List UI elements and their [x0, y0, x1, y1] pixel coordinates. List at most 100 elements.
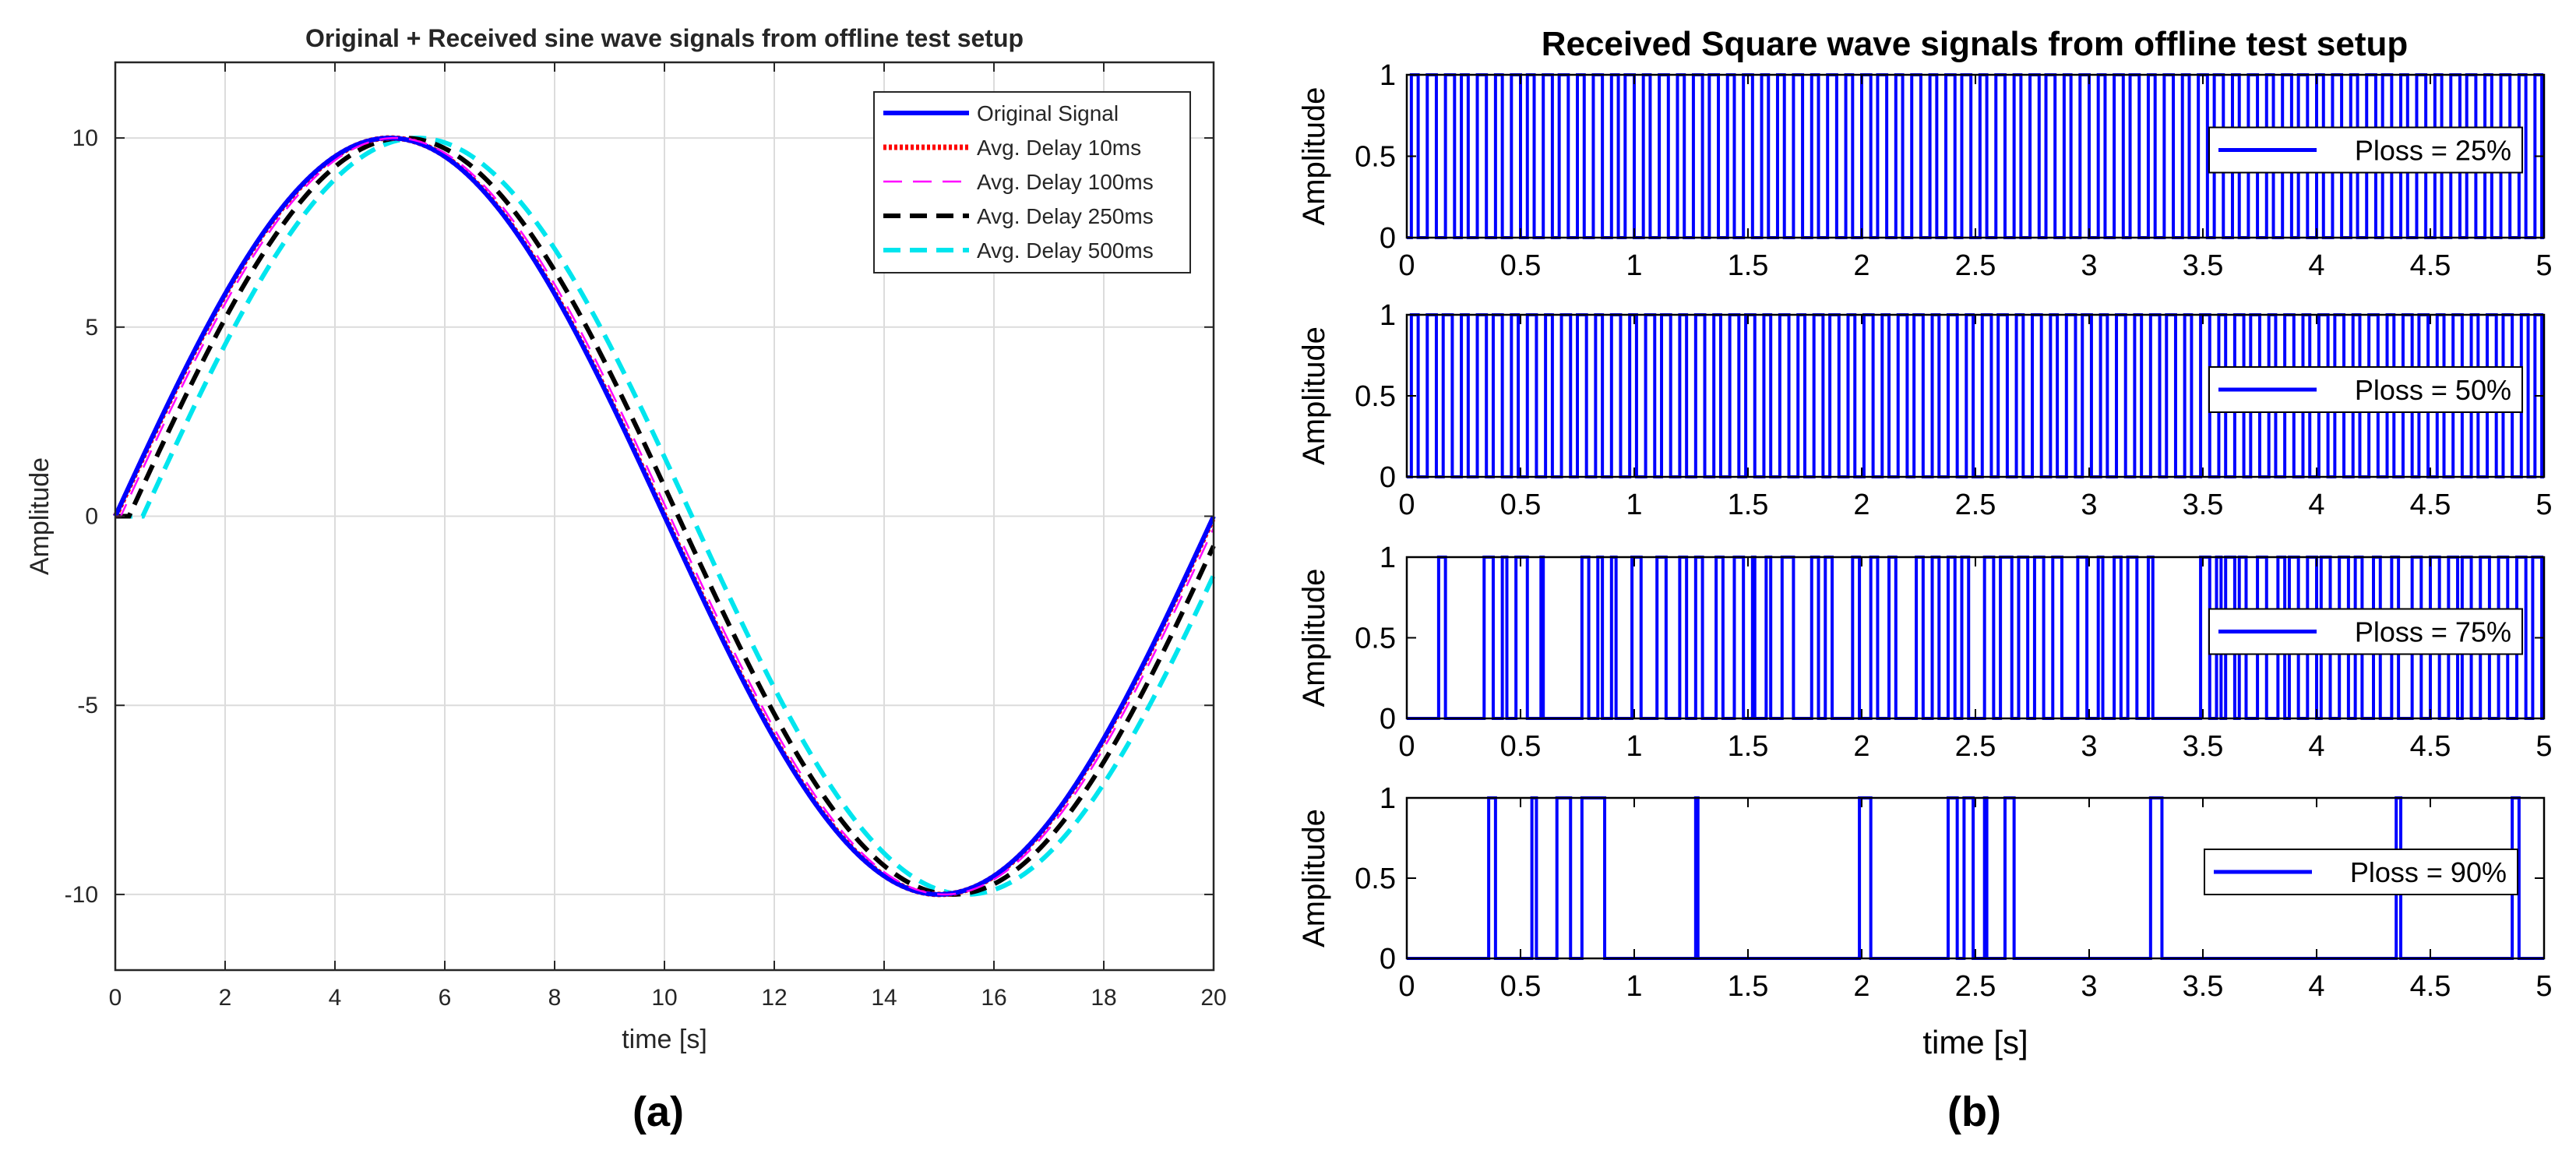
- x-tick-label-b: 1.5: [1728, 970, 1769, 1003]
- x-tick-label-a: 8: [548, 985, 562, 1011]
- x-tick-label-b: 1.5: [1728, 249, 1769, 282]
- x-tick-label-b: 5: [2535, 970, 2552, 1003]
- x-tick-label-b: 0.5: [1500, 970, 1542, 1003]
- x-tick-label-a: 6: [439, 985, 452, 1011]
- x-tick-label-b: 4: [2308, 249, 2324, 282]
- x-tick-label-b: 2.5: [1955, 489, 1996, 521]
- y-axis-label-b: Amplitude: [1297, 809, 1331, 948]
- chart-title-b: Received Square wave signals from offlin…: [1542, 25, 2409, 63]
- legend-entry-b: Ploss = 90%: [2350, 856, 2507, 888]
- x-tick-label-b: 5: [2535, 249, 2552, 282]
- x-tick-label-a: 4: [329, 985, 342, 1011]
- x-tick-label-b: 2.5: [1955, 730, 1996, 763]
- x-tick-label-b: 3.5: [2183, 249, 2224, 282]
- y-tick-label-b: 1: [1380, 542, 1396, 574]
- panel-label-b: (b): [1947, 1089, 2001, 1135]
- x-tick-label-a: 16: [981, 985, 1006, 1011]
- x-tick-label-a: 18: [1091, 985, 1116, 1011]
- x-tick-label-b: 2.5: [1955, 970, 1996, 1003]
- y-tick-label-a: 5: [85, 315, 98, 341]
- panel-label-a: (a): [633, 1089, 684, 1135]
- x-tick-label-b: 2.5: [1955, 249, 1996, 282]
- x-tick-label-b: 4: [2308, 489, 2324, 521]
- x-tick-label-b: 0: [1398, 249, 1415, 282]
- series-line-0: [113, 136, 1216, 897]
- y-tick-label-b: 1: [1380, 782, 1396, 815]
- legend-entry-b: Ploss = 50%: [2355, 374, 2511, 406]
- y-axis-label-b: Amplitude: [1297, 569, 1331, 708]
- y-tick-label-b: 0: [1380, 943, 1396, 976]
- x-tick-label-b: 3.5: [2183, 970, 2224, 1003]
- y-tick-label-b: 0: [1380, 222, 1396, 255]
- y-tick-label-b: 0: [1380, 703, 1396, 736]
- legend-entry-a: Original Signal: [977, 101, 1119, 125]
- x-tick-label-b: 0: [1398, 730, 1415, 763]
- y-tick-label-b: 0.5: [1355, 863, 1396, 895]
- y-tick-label-b: 0.5: [1355, 380, 1396, 413]
- x-tick-label-b: 1: [1626, 730, 1642, 763]
- x-tick-label-b: 3: [2081, 730, 2097, 763]
- y-tick-label-a: -5: [77, 693, 98, 718]
- x-tick-label-b: 0: [1398, 489, 1415, 521]
- x-tick-label-a: 14: [871, 985, 897, 1011]
- y-tick-label-b: 1: [1380, 299, 1396, 332]
- x-tick-label-b: 1: [1626, 249, 1642, 282]
- legend-entry-a: Avg. Delay 500ms: [977, 238, 1154, 263]
- legend-entry-b: Ploss = 75%: [2355, 616, 2511, 648]
- y-tick-label-b: 0.5: [1355, 141, 1396, 174]
- legend-entry-b: Ploss = 25%: [2355, 135, 2511, 167]
- x-axis-label-a: time [s]: [622, 1025, 707, 1054]
- y-tick-label-a: -10: [65, 882, 98, 908]
- x-tick-label-a: 20: [1200, 985, 1226, 1011]
- x-tick-label-b: 1.5: [1728, 730, 1769, 763]
- x-tick-label-b: 4.5: [2410, 249, 2451, 282]
- y-tick-label-b: 0: [1380, 461, 1396, 494]
- x-tick-label-a: 10: [651, 985, 677, 1011]
- x-tick-label-b: 4.5: [2410, 970, 2451, 1003]
- x-tick-label-b: 2: [1853, 249, 1869, 282]
- x-tick-label-b: 5: [2535, 489, 2552, 521]
- x-tick-label-b: 2: [1853, 970, 1869, 1003]
- x-tick-label-b: 4.5: [2410, 730, 2451, 763]
- x-tick-label-a: 0: [109, 985, 122, 1011]
- y-tick-label-b: 1: [1380, 59, 1396, 92]
- x-tick-label-b: 5: [2535, 730, 2552, 763]
- x-tick-label-b: 4: [2308, 970, 2324, 1003]
- x-axis-label-b: time [s]: [1922, 1024, 2028, 1060]
- x-tick-label-a: 12: [761, 985, 787, 1011]
- y-tick-label-a: 10: [72, 125, 98, 151]
- x-tick-label-b: 0: [1398, 970, 1415, 1003]
- legend-entry-a: Avg. Delay 250ms: [977, 204, 1154, 228]
- x-tick-label-b: 4.5: [2410, 489, 2451, 521]
- legend-b: [2208, 608, 2523, 655]
- series-line-4: [115, 136, 1216, 897]
- series-line-2: [115, 136, 1215, 896]
- y-axis-label-b: Amplitude: [1297, 87, 1331, 226]
- x-tick-label-b: 3: [2081, 249, 2097, 282]
- x-tick-label-b: 3.5: [2183, 730, 2224, 763]
- x-tick-label-b: 2: [1853, 489, 1869, 521]
- x-tick-label-a: 2: [219, 985, 232, 1011]
- chart-title-a: Original + Received sine wave signals fr…: [305, 24, 1024, 52]
- y-tick-label-b: 0.5: [1355, 623, 1396, 655]
- x-tick-label-b: 2: [1853, 730, 1869, 763]
- x-tick-label-b: 1: [1626, 489, 1642, 521]
- x-tick-label-b: 3.5: [2183, 489, 2224, 521]
- legend-entry-a: Avg. Delay 100ms: [977, 170, 1154, 194]
- chart-b: Received Square wave signals from offlin…: [1297, 25, 2553, 1060]
- x-tick-label-b: 0.5: [1500, 249, 1542, 282]
- x-tick-label-b: 0.5: [1500, 730, 1542, 763]
- y-axis-label-a: Amplitude: [25, 457, 55, 575]
- y-axis-label-b: Amplitude: [1297, 326, 1331, 465]
- x-tick-label-b: 1: [1626, 970, 1642, 1003]
- x-tick-label-b: 0.5: [1500, 489, 1542, 521]
- x-tick-label-b: 4: [2308, 730, 2324, 763]
- y-tick-label-a: 0: [85, 504, 98, 530]
- x-tick-label-b: 3: [2081, 970, 2097, 1003]
- legend-entry-a: Avg. Delay 10ms: [977, 136, 1141, 160]
- chart-a: 0 2 4 6 8 10 12 14 16 18 20 -10 -5 0 5 10 Original + Rec…: [25, 24, 1227, 1054]
- x-tick-label-b: 1.5: [1728, 489, 1769, 521]
- x-tick-label-b: 3: [2081, 489, 2097, 521]
